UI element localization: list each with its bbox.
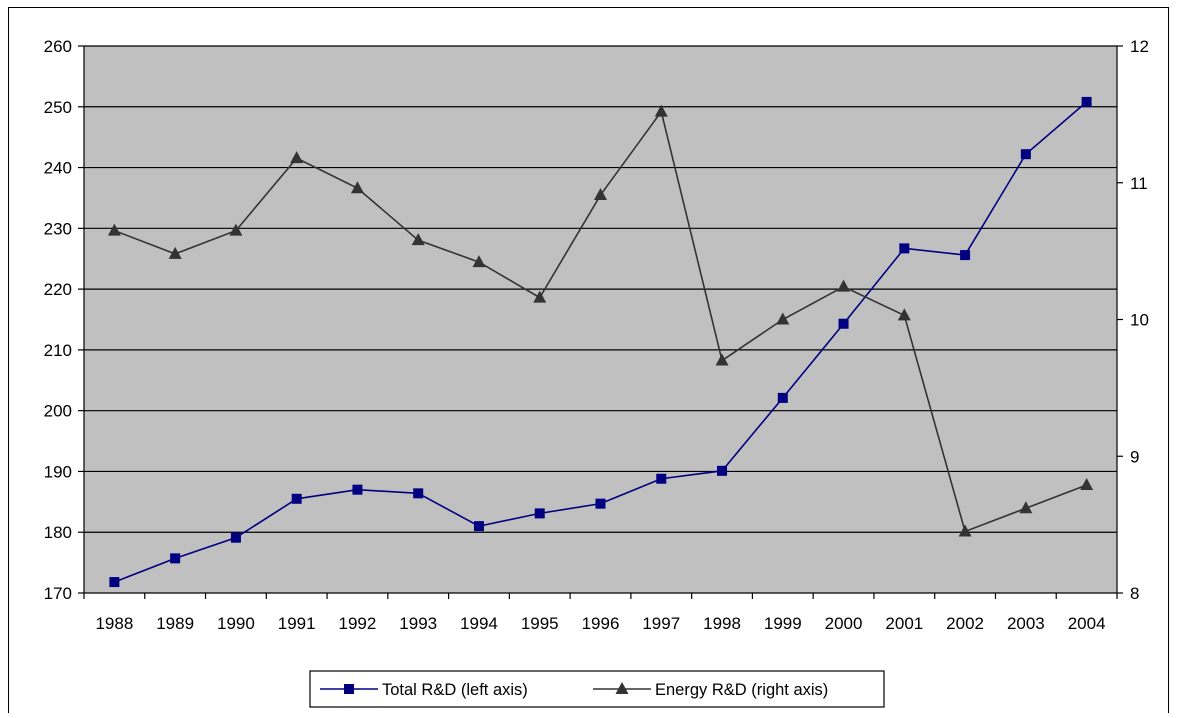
energy-rd-point (1080, 477, 1094, 490)
gridlines (84, 45, 1117, 533)
total-rd-point (595, 498, 606, 509)
total-rd-point (838, 318, 849, 329)
x-tick-label: 1990 (217, 614, 255, 633)
energy-rd-point (472, 255, 486, 268)
x-tick-label: 1992 (339, 614, 377, 633)
axes: 170 180 190 200 210 220 230 240 250 260 8 9 10 11 12 19… (44, 37, 1149, 633)
total-rd-point (473, 521, 484, 532)
left-tick-label: 200 (44, 402, 72, 421)
x-tick-label: 1995 (521, 614, 559, 633)
plot-area (84, 46, 1117, 593)
left-tick-label: 230 (44, 219, 72, 238)
right-tick-label: 9 (1130, 447, 1139, 466)
x-tick-label: 1991 (278, 614, 316, 633)
left-tick-label: 260 (44, 37, 72, 56)
total-rd-point (899, 243, 910, 254)
total-rd-point (656, 473, 667, 484)
energy-rd-point (594, 188, 607, 201)
right-tick-label: 10 (1130, 311, 1149, 330)
energy-rd-point (168, 246, 182, 259)
right-tick-label: 12 (1130, 37, 1149, 56)
energy-rd-point (958, 524, 972, 537)
total-rd-point (534, 508, 545, 519)
total-rd-point (1081, 96, 1092, 107)
total-rd-point (777, 392, 788, 403)
energy-rd-point (107, 223, 121, 236)
x-tick-label: 2000 (825, 614, 863, 633)
x-tick-label: 2003 (1007, 614, 1045, 633)
x-tick-label: 1989 (156, 614, 194, 633)
total-rd-point (960, 250, 971, 261)
x-tick-label: 1996 (582, 614, 620, 633)
legend-marker-energy-rd (615, 682, 629, 694)
energy-rd-point (229, 223, 243, 236)
x-tick-label: 1998 (703, 614, 741, 633)
total-rd-point (413, 488, 424, 499)
energy-rd-point (411, 233, 425, 246)
energy-rd-point (1019, 501, 1033, 514)
x-tick-label: 2004 (1068, 614, 1106, 633)
energy-rd-point (897, 308, 911, 321)
energy-rd-point (533, 290, 547, 303)
energy-rd-point (715, 353, 729, 366)
series-group (107, 96, 1094, 588)
left-tick-label: 190 (44, 462, 72, 481)
total-rd-point (291, 493, 302, 504)
left-tick-label: 170 (44, 584, 72, 603)
legend: Total R&D (left axis) Energy R&D (right a… (309, 670, 885, 708)
x-tick-label: 1994 (460, 614, 498, 633)
x-tick-label: 1988 (95, 614, 133, 633)
frame-right-border (1168, 7, 1169, 713)
energy-rd-point (776, 312, 790, 325)
left-tick-label: 180 (44, 523, 72, 542)
right-tick-label: 11 (1130, 174, 1148, 193)
total-rd-point (1020, 149, 1031, 160)
legend-label-total-rd: Total R&D (left axis) (382, 681, 528, 699)
frame-top-border (8, 7, 1169, 8)
total-rd-point (352, 484, 363, 495)
frame-left-border (8, 7, 9, 713)
x-tick-label: 1997 (642, 614, 680, 633)
x-tick-label: 1999 (764, 614, 802, 633)
left-tick-label: 240 (44, 159, 72, 178)
total-rd-point (230, 532, 241, 543)
x-tick-label: 2001 (885, 614, 923, 633)
left-tick-label: 220 (44, 280, 72, 299)
left-tick-label: 210 (44, 341, 72, 360)
left-tick-label: 250 (44, 98, 72, 117)
plot-background (84, 46, 1117, 593)
legend-label-energy-rd: Energy R&D (right axis) (655, 681, 828, 699)
total-rd-point (109, 577, 120, 588)
energy-rd-point (837, 279, 851, 292)
x-tick-label: 1993 (399, 614, 437, 633)
right-tick-label: 8 (1130, 584, 1139, 603)
legend-marker-total-rd (344, 684, 354, 694)
energy-rd-point (290, 151, 304, 164)
total-rd-point (170, 553, 181, 564)
energy-rd-point (654, 104, 668, 117)
total-rd-point (717, 465, 728, 476)
energy-rd-point (350, 181, 364, 194)
x-tick-label: 2002 (946, 614, 984, 633)
